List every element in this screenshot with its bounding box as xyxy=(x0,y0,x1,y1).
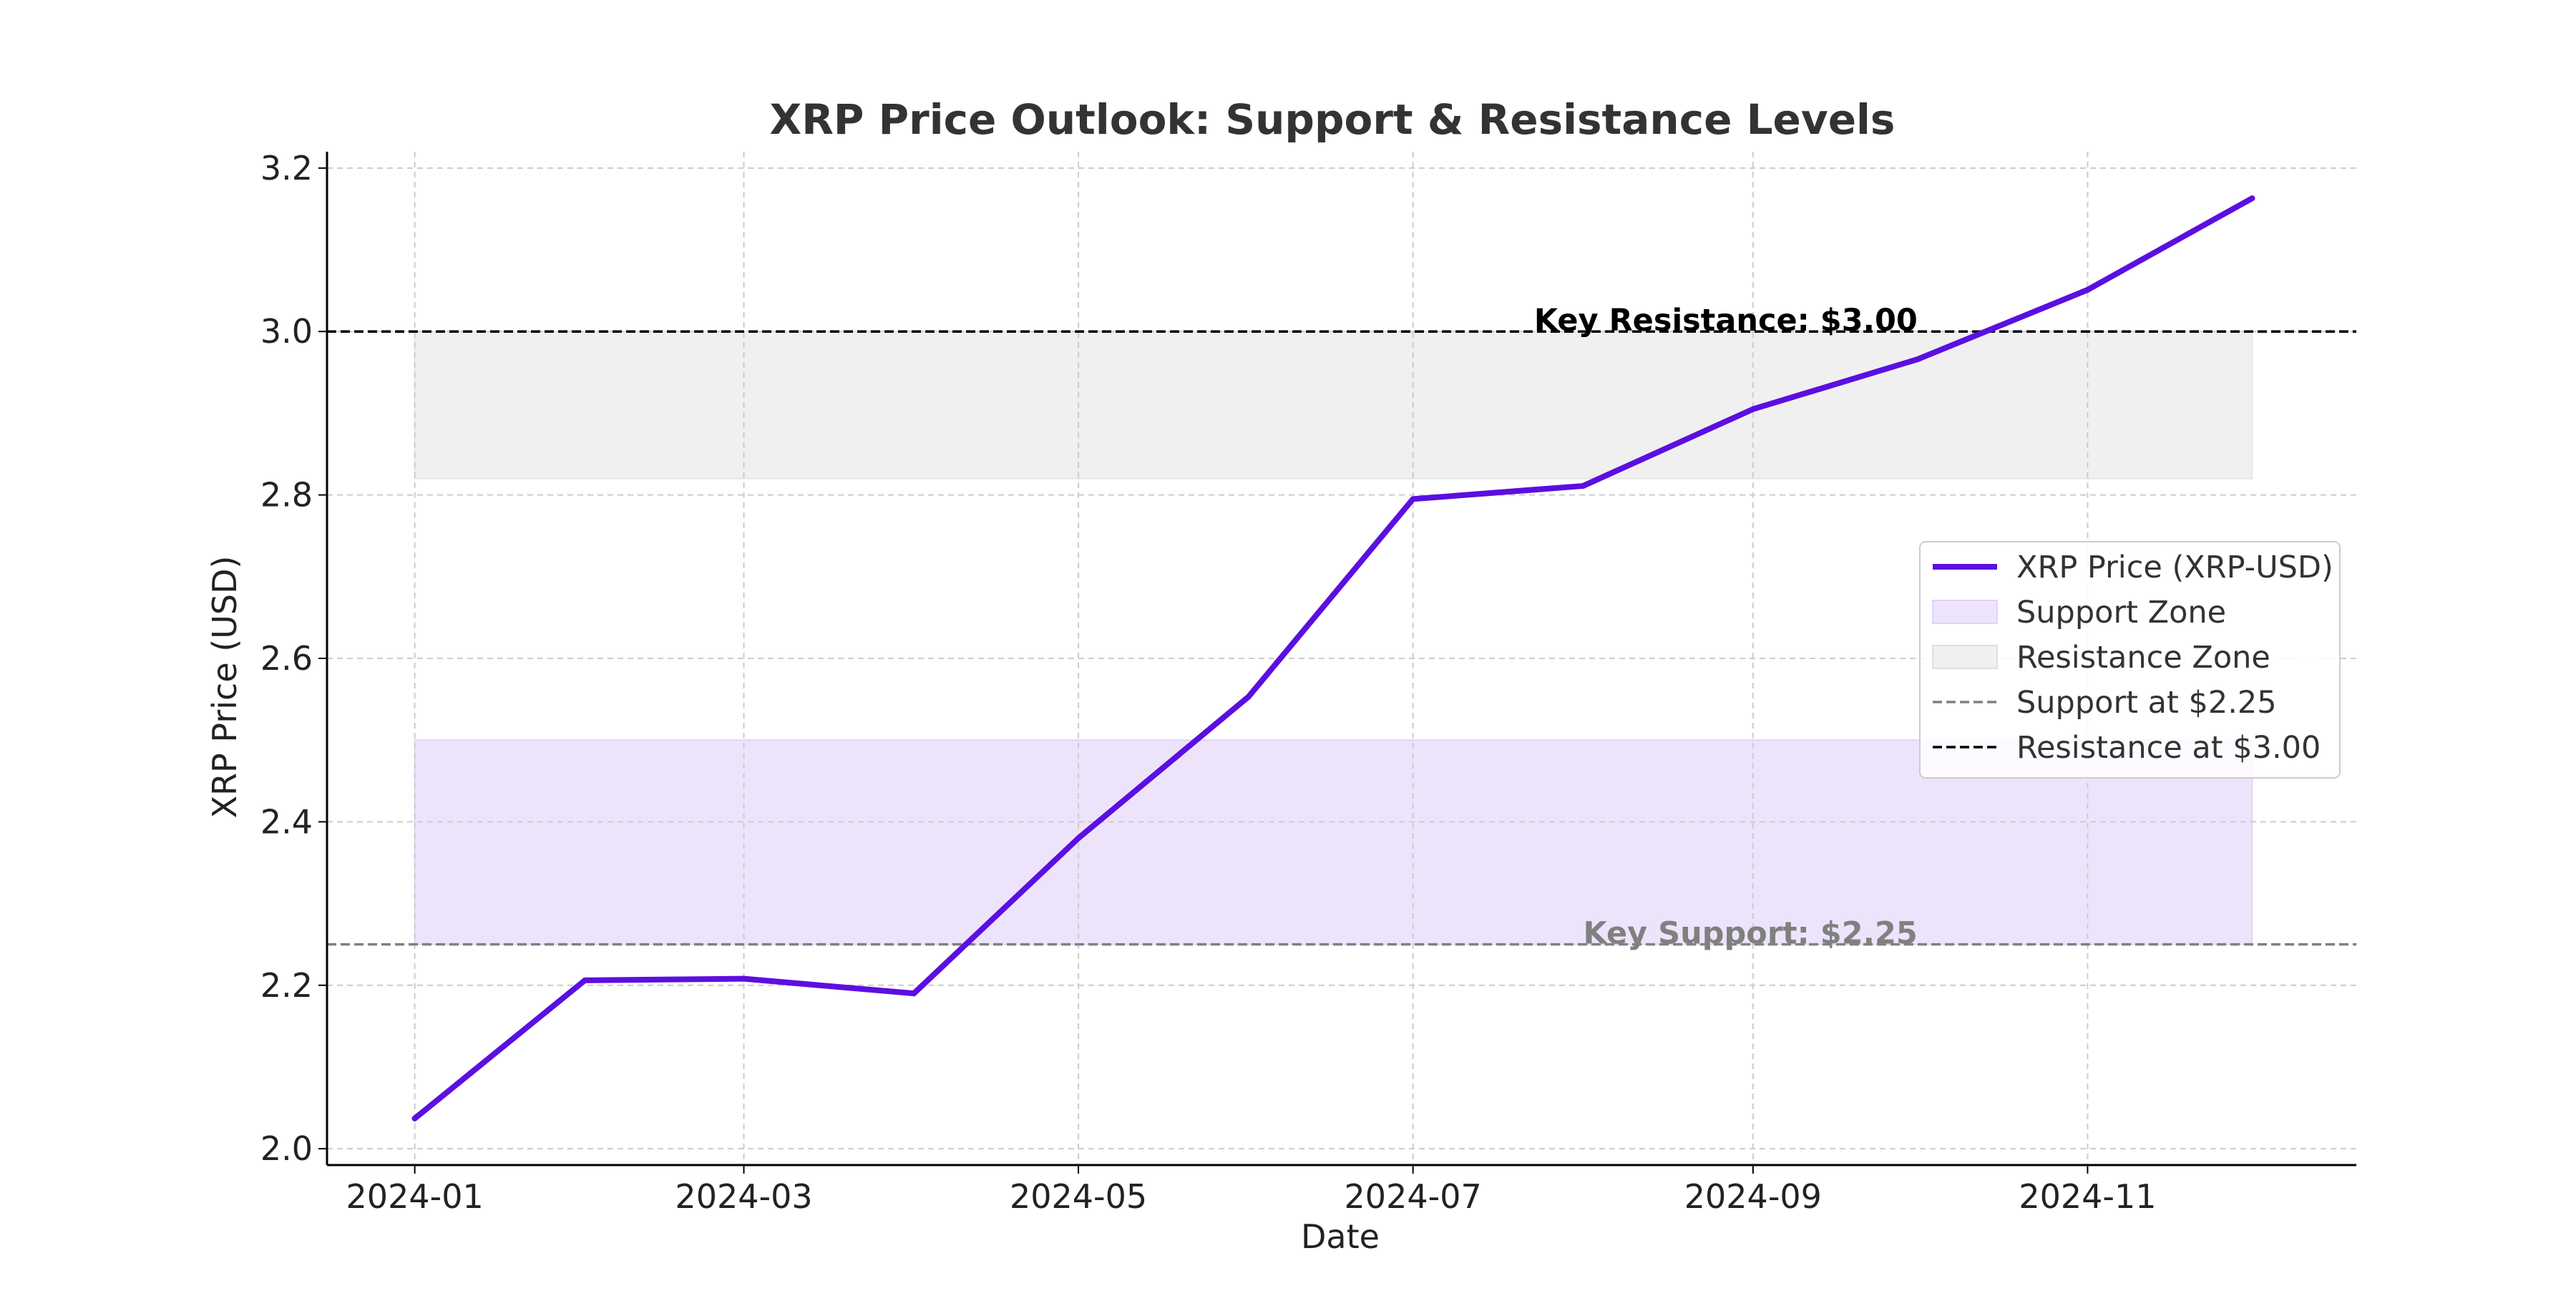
series-layer xyxy=(411,195,2255,1121)
annotations-layer: Key Resistance: $3.00 Key Support: $2.25 xyxy=(1534,303,1918,951)
x-tick-label: 2024-07 xyxy=(1345,1177,1482,1216)
x-tick-label: 2024-01 xyxy=(346,1177,484,1216)
legend-label: Support Zone xyxy=(2016,595,2226,630)
x-axis-label: Date xyxy=(1301,1217,1380,1256)
series-point xyxy=(411,1115,418,1121)
series-point xyxy=(2249,195,2255,202)
resistance-annotation: Key Resistance: $3.00 xyxy=(1534,303,1918,338)
legend-box xyxy=(1919,541,2341,779)
legend-label: Resistance at $3.00 xyxy=(2016,730,2321,766)
series-point xyxy=(1914,356,1921,363)
y-tick-label: 3.2 xyxy=(260,149,313,187)
series-point xyxy=(1580,483,1586,489)
series-point xyxy=(1245,693,1252,700)
x-tick-label: 2024-05 xyxy=(1010,1177,1147,1216)
series-point xyxy=(1410,496,1416,502)
x-tick-label: 2024-09 xyxy=(1684,1177,1822,1216)
y-tick-label: 2.4 xyxy=(260,802,313,841)
y-tick-label: 2.6 xyxy=(260,639,313,678)
reference-lines-layer xyxy=(327,330,2356,946)
series-point xyxy=(582,977,588,983)
series-line-xrp-price xyxy=(411,195,2255,1121)
series-point xyxy=(741,975,747,982)
legend-label: XRP Price (XRP-USD) xyxy=(2016,550,2333,585)
legend-label: Support at $2.25 xyxy=(2016,685,2277,721)
series-point xyxy=(1750,406,1756,412)
ticks-layer: 2024-01 2024-03 2024-05 2024-07 2024-09 2024-… xyxy=(260,149,2157,1216)
y-tick-label: 3.0 xyxy=(260,312,313,351)
series-point xyxy=(1075,835,1082,842)
support-annotation: Key Support: $2.25 xyxy=(1583,916,1917,952)
x-tick-label: 2024-11 xyxy=(2019,1177,2156,1216)
chart-title: XRP Price Outlook: Support & Resistance … xyxy=(770,95,1896,144)
legend-handle-resistance-zone xyxy=(1932,645,1998,669)
x-tick-label: 2024-03 xyxy=(675,1177,812,1216)
legend-label: Resistance Zone xyxy=(2016,640,2270,676)
series-point xyxy=(2084,286,2091,293)
y-tick-label: 2.2 xyxy=(260,966,313,1005)
legend-handle-support-zone xyxy=(1932,600,1998,624)
y-tick-label: 2.8 xyxy=(260,476,313,515)
legend: XRP Price (XRP-USD) Support Zone Resistanc… xyxy=(1919,541,2341,779)
y-tick-label: 2.0 xyxy=(260,1129,313,1168)
series-point xyxy=(911,990,917,997)
zone-resistance-zone xyxy=(414,331,2253,479)
y-axis-label: XRP Price (USD) xyxy=(205,556,244,819)
